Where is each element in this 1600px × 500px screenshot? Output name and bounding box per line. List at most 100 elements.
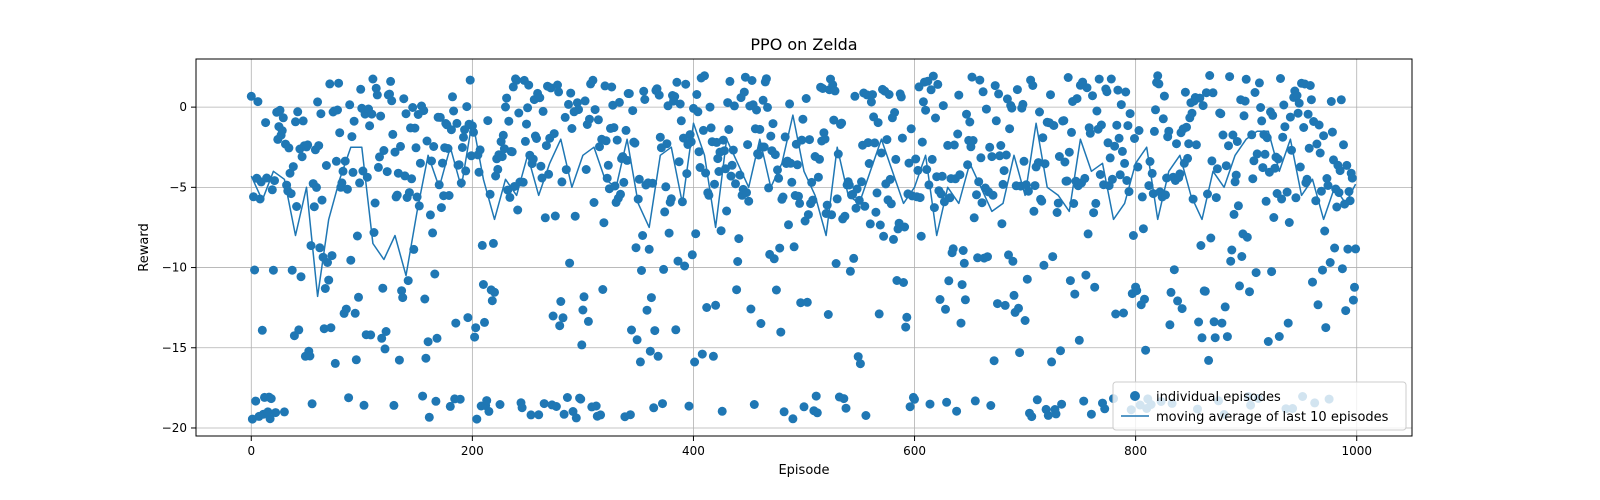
scatter-point [924,180,934,190]
scatter-point [884,90,894,99]
scatter-point [1224,141,1233,151]
scatter-point [1057,399,1067,409]
scatter-point [1004,250,1013,260]
scatter-point [675,99,685,109]
scatter-point [497,152,507,162]
scatter-point [471,323,481,333]
scatter-point [257,325,267,335]
scatter-point [1085,128,1095,138]
scatter-point [370,198,380,208]
scatter-point [1228,130,1238,140]
scatter-point [965,117,975,127]
scatter-point [1072,94,1082,104]
scatter-point [850,91,860,101]
scatter-point [466,151,476,161]
scatter-point [536,161,546,171]
scatter-point [1330,243,1340,253]
scatter-point [852,184,862,194]
scatter-point [1102,87,1112,97]
scatter-point [284,143,294,153]
scatter-point [870,138,880,148]
scatter-point [1165,320,1175,330]
scatter-point [789,242,799,252]
scatter-point [1032,395,1042,405]
legend-box [1112,381,1407,431]
scatter-point [378,283,388,293]
scatter-point [344,393,354,403]
scatter-point [644,244,654,254]
scatter-point [1122,176,1132,185]
scatter-point [596,410,606,420]
scatter-point [1282,187,1292,197]
scatter-point [998,179,1008,189]
scatter-point [1217,318,1227,328]
scatter-point [386,76,396,86]
scatter-point [911,154,921,164]
scatter-point [671,325,681,335]
scatter-point [288,162,298,172]
scatter-point [368,74,378,84]
scatter-point [706,123,716,133]
scatter-point [253,97,263,107]
scatter-point [1208,88,1218,98]
scatter-point [305,351,315,361]
legend-marker-scatter [1130,391,1140,401]
scatter-point [1341,306,1351,316]
scatter-point [1028,81,1038,90]
scatter-point [1086,409,1096,419]
scatter-point [422,136,432,146]
scatter-point [1327,127,1337,137]
scatter-point [321,161,331,170]
scatter-point [944,276,954,286]
scatter-point [952,406,962,416]
scatter-point [330,358,340,368]
scatter-point [801,94,811,103]
scatter-point [630,138,640,148]
scatter-point [1205,71,1215,80]
scatter-point [1014,303,1023,313]
scatter-point [570,211,580,221]
scatter-point [723,98,733,108]
scatter-point [320,284,330,293]
scatter-point [635,357,645,367]
y-tick-label: −10 [162,261,187,275]
y-tick-label: −20 [162,421,187,435]
scatter-point [1130,134,1139,143]
scatter-point [415,158,425,168]
scatter-point [1256,103,1266,112]
scatter-point [520,136,530,146]
scatter-point [1239,111,1249,121]
scatter-point [316,109,326,119]
scatter-point [855,359,865,369]
scatter-point [933,79,943,89]
scatter-point [1039,260,1049,270]
scatter-point [937,171,947,181]
scatter-point [1020,316,1030,325]
scatter-point [324,275,334,285]
scatter-point [423,337,433,347]
scatter-point [786,158,796,168]
scatter-point [598,285,608,294]
scatter-point [1241,74,1251,84]
scatter-point [925,399,935,409]
scatter-point [1144,181,1154,191]
scatter-point [1005,124,1015,134]
scatter-point [323,258,332,267]
scatter-point [995,151,1005,161]
scatter-point [487,296,497,306]
scatter-point [379,146,389,155]
x-tick-label: 200 [461,444,484,458]
scatter-point [407,174,417,184]
scatter-point [915,193,925,203]
scatter-point [874,309,884,319]
scatter-point [275,105,285,115]
scatter-point [455,394,465,404]
scatter-point [418,391,428,401]
scatter-point [886,199,896,209]
scatter-point [1052,208,1062,217]
scatter-point [766,131,776,141]
scatter-point [811,391,821,401]
y-tick-label: −5 [169,180,187,194]
scatter-point [424,412,434,422]
scatter-point [634,174,644,184]
